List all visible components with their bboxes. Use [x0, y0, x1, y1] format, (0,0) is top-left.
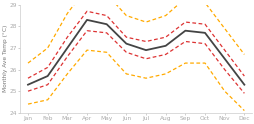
Y-axis label: Monthly Ave Temp (°C): Monthly Ave Temp (°C) — [3, 25, 8, 93]
